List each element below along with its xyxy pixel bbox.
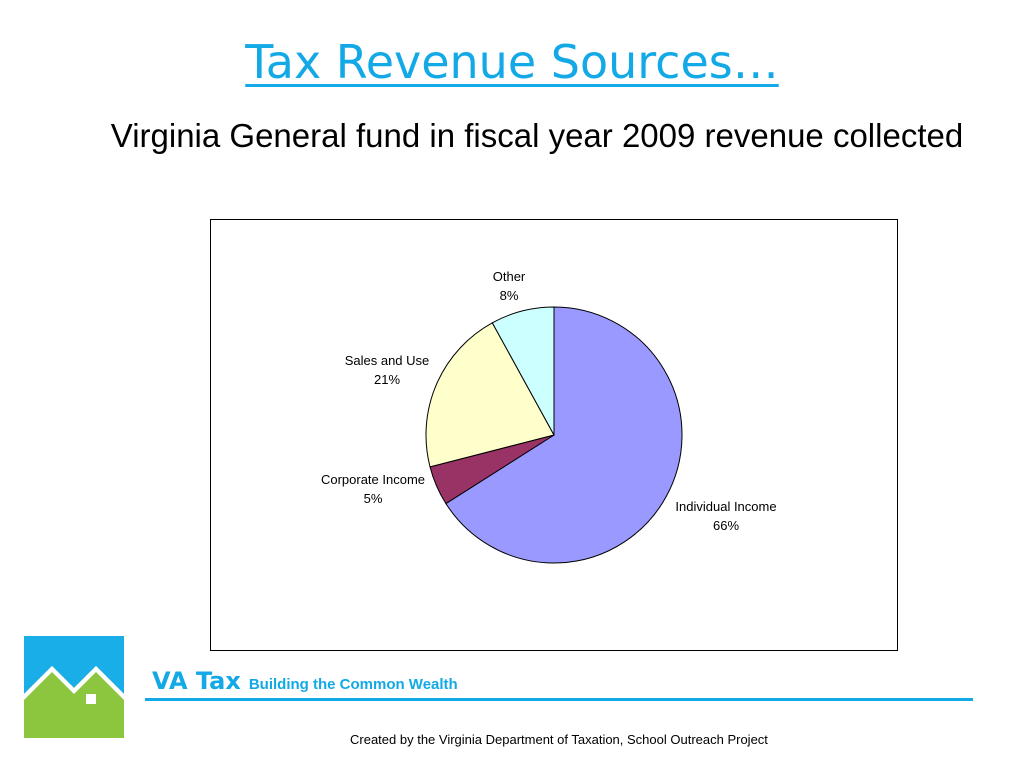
slice-label: Other [493, 269, 526, 284]
brand-name: VA Tax [152, 667, 241, 695]
va-tax-logo-icon [24, 636, 124, 738]
pie-slice-sales-and-use [425, 322, 555, 468]
slice-label: Sales and Use [345, 353, 430, 368]
brand-tagline: Building the Common Wealth [248, 676, 458, 693]
slice-percent-label: 21% [374, 372, 400, 387]
pie-slice-other [491, 306, 555, 436]
slice-percent-label: 5% [364, 491, 383, 506]
brand: VA Tax Building the Common Wealth [152, 667, 458, 695]
slice-percent-label: 66% [713, 518, 739, 533]
slide-title-text: Tax Revenue Sources… [245, 35, 779, 89]
slide-title: Tax Revenue Sources… [0, 30, 1024, 94]
slice-percent-label: 8% [500, 288, 519, 303]
pie-slice-individual-income [445, 306, 683, 564]
chart-subtitle: Virginia General fund in fiscal year 200… [110, 117, 964, 154]
chart-frame: Individual Income 66% Corporate Income 5% Sa… [210, 219, 898, 651]
brand-divider [145, 698, 973, 701]
slice-label: Corporate Income [321, 472, 425, 487]
footer-credit: Created by the Virginia Department of Ta… [350, 732, 768, 747]
pie-chart: Individual Income 66% Corporate Income 5% Sa… [321, 269, 777, 564]
slice-label: Individual Income [675, 499, 776, 514]
